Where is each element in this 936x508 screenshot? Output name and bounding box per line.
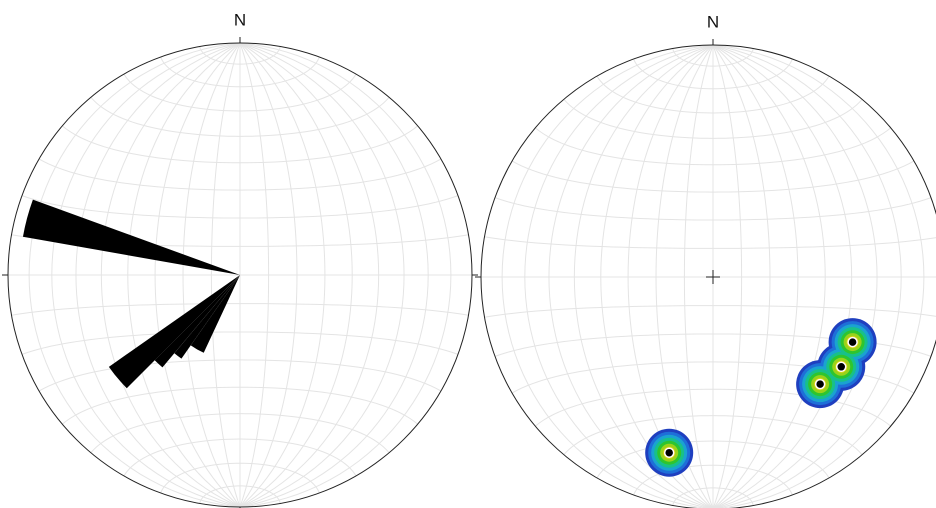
net-small-circle [484, 236, 936, 249]
net-small-circle [563, 98, 863, 139]
net-small-circle [563, 415, 863, 456]
net-small-circle [672, 48, 754, 67]
pole-point [847, 336, 858, 348]
net-small-circle [484, 305, 936, 318]
rose-petal [22, 199, 241, 275]
net-small-circle [596, 440, 830, 479]
net-small-circle [633, 58, 793, 90]
pole-point [814, 378, 826, 390]
net-small-circle [534, 127, 892, 166]
rose-petal [190, 275, 240, 353]
net-small-circle [633, 464, 793, 496]
net-small-circle [494, 197, 932, 221]
north-label: N [707, 12, 719, 31]
net-small-circle [511, 160, 915, 193]
rose-petal [108, 275, 240, 389]
rose-petal [174, 275, 240, 359]
pole-point [663, 447, 675, 458]
rose-petal [154, 275, 240, 368]
north-label: N [234, 10, 246, 29]
net-small-circle [596, 75, 830, 114]
net-small-circle [672, 487, 754, 506]
net-small-circle [534, 388, 892, 427]
pole-point [835, 361, 847, 373]
